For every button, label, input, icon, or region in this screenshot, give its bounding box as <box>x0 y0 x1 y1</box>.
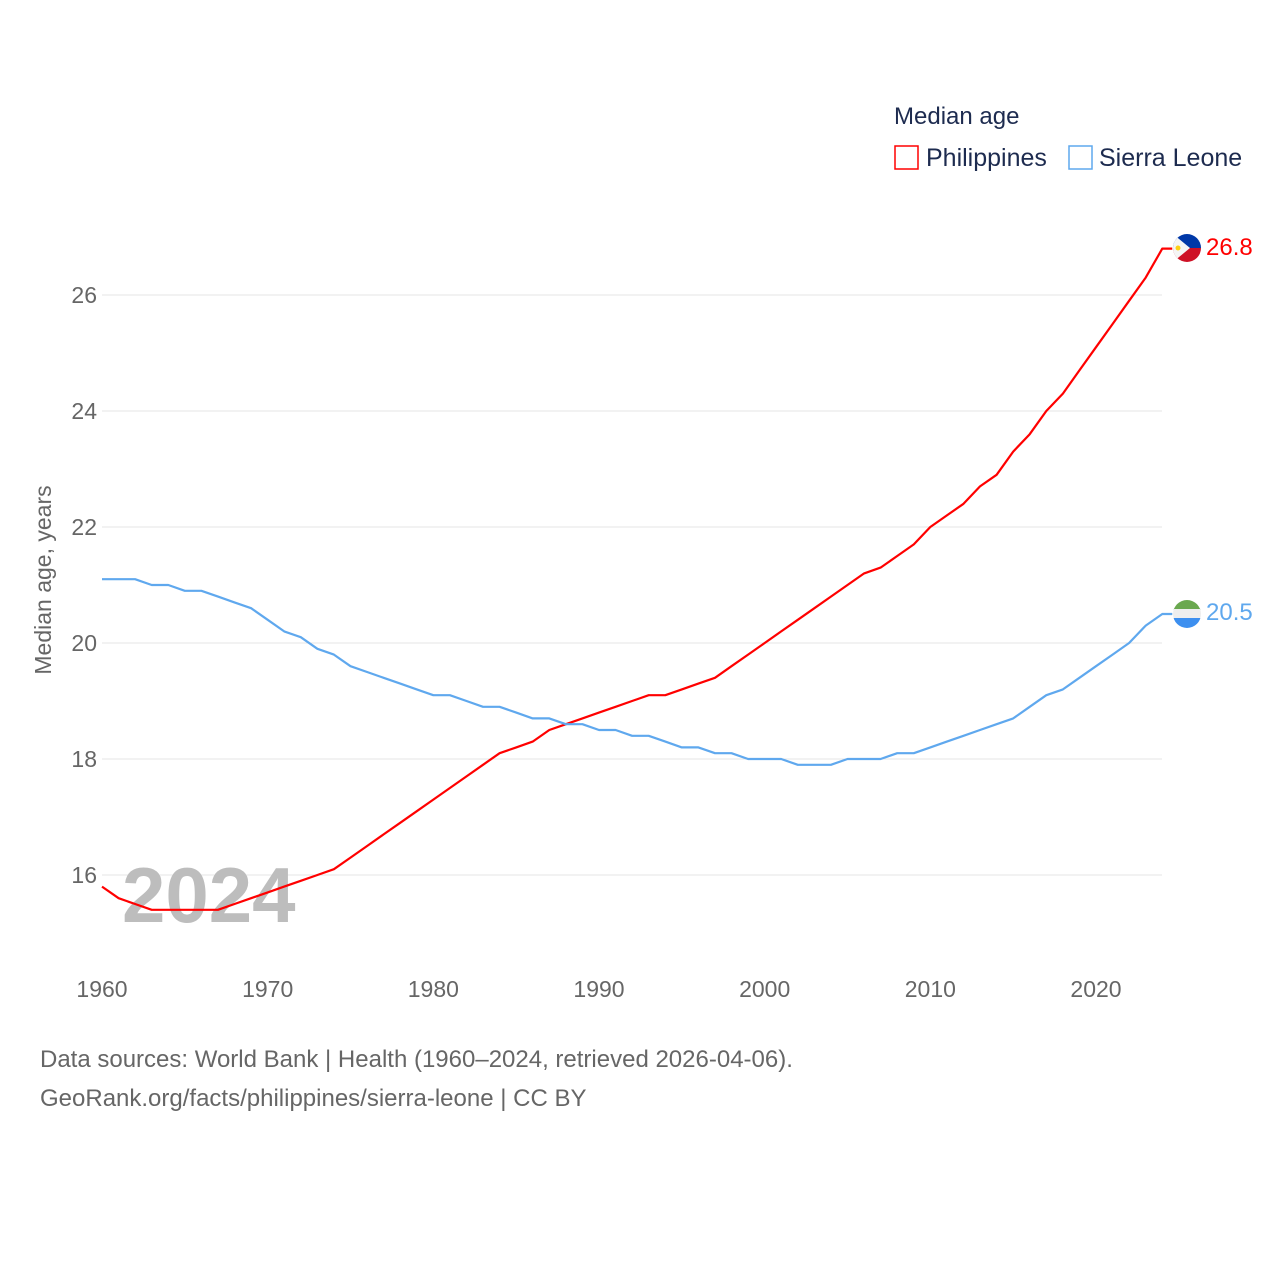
legend-title: Median age <box>894 103 1019 130</box>
legend-item-philippines[interactable]: Philippines <box>894 144 1047 172</box>
y-tick-label: 22 <box>71 514 97 540</box>
sierra-leone-flag-icon <box>1173 600 1201 628</box>
x-tick-label: 1990 <box>573 976 624 1002</box>
x-axis-ticks: 1960 1970 1980 1990 2000 2010 2020 <box>76 976 1121 1002</box>
series-lines <box>101 247 1173 911</box>
series-line-philippines <box>101 247 1173 911</box>
data-source-text: Data sources: World Bank | Health (1960–… <box>40 1046 793 1073</box>
x-tick-label: 2010 <box>905 976 956 1002</box>
legend-item-sierra-leone[interactable]: Sierra Leone <box>1068 144 1242 172</box>
series-line-sierra-leone <box>102 578 1173 766</box>
x-tick-label: 1980 <box>408 976 459 1002</box>
legend-label-sierra-leone: Sierra Leone <box>1099 144 1242 172</box>
watermark-year: 2024 <box>122 851 296 939</box>
x-tick-label: 2020 <box>1070 976 1121 1002</box>
attribution-link[interactable]: GeoRank.org/facts/philippines/sierra-leo… <box>40 1085 587 1112</box>
y-tick-label: 26 <box>71 282 97 308</box>
legend-swatch-sierra-leone <box>1068 145 1093 170</box>
gridlines <box>102 294 1162 876</box>
x-tick-label: 2000 <box>739 976 790 1002</box>
y-tick-label: 16 <box>71 862 97 888</box>
end-label-philippines: 26.8 <box>1206 234 1253 261</box>
legend-swatch-philippines <box>894 145 919 170</box>
end-label-sierra-leone: 20.5 <box>1206 599 1253 626</box>
philippines-flag-icon <box>1173 234 1201 262</box>
x-tick-label: 1970 <box>242 976 293 1002</box>
y-axis-ticks: 16 18 20 22 24 26 <box>71 282 97 888</box>
y-tick-label: 24 <box>71 398 97 424</box>
y-axis-label: Median age, years <box>30 485 56 674</box>
y-tick-label: 20 <box>71 630 97 656</box>
x-tick-label: 1960 <box>76 976 127 1002</box>
legend-label-philippines: Philippines <box>926 144 1047 172</box>
y-tick-label: 18 <box>71 746 97 772</box>
